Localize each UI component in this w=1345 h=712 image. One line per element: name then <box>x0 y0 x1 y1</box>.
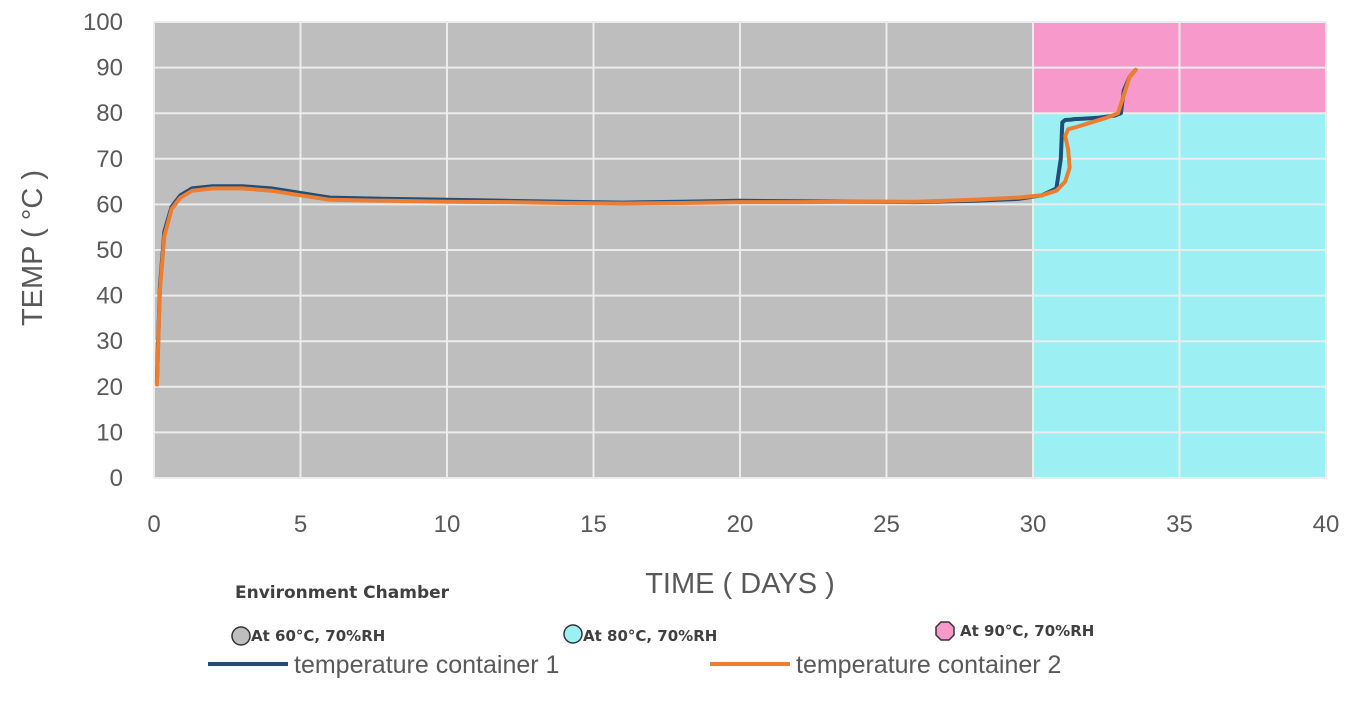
x-tick-label: 10 <box>434 511 461 538</box>
series-lines <box>154 67 1138 387</box>
y-tick-label: 90 <box>96 55 123 82</box>
y-tick-label: 0 <box>110 465 123 492</box>
x-tick-label: 30 <box>1020 511 1047 538</box>
y-tick-label: 30 <box>96 328 123 355</box>
y-tick-label: 70 <box>96 146 123 173</box>
series-2-legend-label: temperature container 2 <box>796 651 1061 679</box>
x-tick-labels: 0 5 10 15 20 25 30 35 40 <box>147 511 1339 538</box>
y-tick-label: 50 <box>96 237 123 264</box>
series-legend-item-1: temperature container 1 <box>208 651 559 679</box>
cyan-swatch-icon <box>563 624 583 644</box>
y-tick-label: 40 <box>96 283 123 310</box>
environment-legend-label: At 80°C, 70%RH <box>583 627 717 645</box>
series-line-2 <box>154 67 1138 387</box>
x-tick-label: 15 <box>580 511 607 538</box>
y-tick-label: 60 <box>96 191 123 218</box>
series-legend-item-2: temperature container 2 <box>710 651 1061 679</box>
x-tick-label: 25 <box>873 511 900 538</box>
environment-legend-title: Environment Chamber <box>235 583 450 603</box>
series-1-legend-label: temperature container 1 <box>294 651 559 679</box>
x-tick-label: 0 <box>147 511 160 538</box>
y-tick-labels: 0 10 20 30 40 50 60 70 80 90 100 <box>83 9 123 492</box>
pink-swatch-icon <box>935 621 955 641</box>
x-tick-label: 20 <box>727 511 754 538</box>
y-tick-label: 20 <box>96 374 123 401</box>
y-tick-label: 10 <box>96 419 123 446</box>
y-axis-title: TEMP ( °C ) <box>17 170 49 326</box>
x-tick-label: 35 <box>1166 511 1193 538</box>
environment-legend-item-80: At 80°C, 70%RH <box>563 624 717 645</box>
x-axis-title: TIME ( DAYS ) <box>645 568 835 600</box>
environment-legend-label: At 60°C, 70%RH <box>251 627 385 645</box>
y-tick-label: 100 <box>83 9 123 36</box>
environment-legend-item-60: At 60°C, 70%RH <box>231 626 385 646</box>
gridlines <box>153 21 1327 479</box>
x-tick-label: 40 <box>1313 511 1340 538</box>
environment-legend-label: At 90°C, 70%RH <box>960 622 1094 640</box>
gray-swatch-icon <box>231 626 251 646</box>
environment-legend-item-90: At 90°C, 70%RH <box>935 621 1094 641</box>
x-tick-label: 5 <box>294 511 307 538</box>
y-tick-label: 80 <box>96 100 123 127</box>
